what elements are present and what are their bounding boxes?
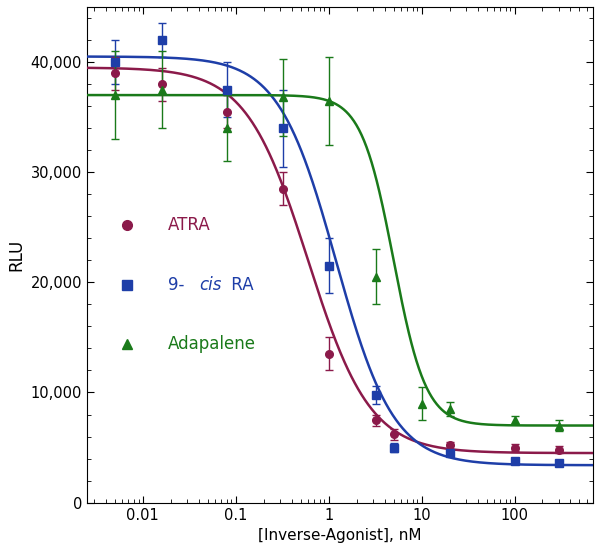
Text: Adapalene: Adapalene — [168, 335, 256, 353]
Y-axis label: RLU: RLU — [7, 239, 25, 271]
Text: RA: RA — [226, 276, 253, 294]
Text: ATRA: ATRA — [168, 216, 211, 234]
Text: cis: cis — [199, 276, 221, 294]
Text: 9-: 9- — [168, 276, 184, 294]
X-axis label: [Inverse-Agonist], nM: [Inverse-Agonist], nM — [258, 528, 422, 543]
